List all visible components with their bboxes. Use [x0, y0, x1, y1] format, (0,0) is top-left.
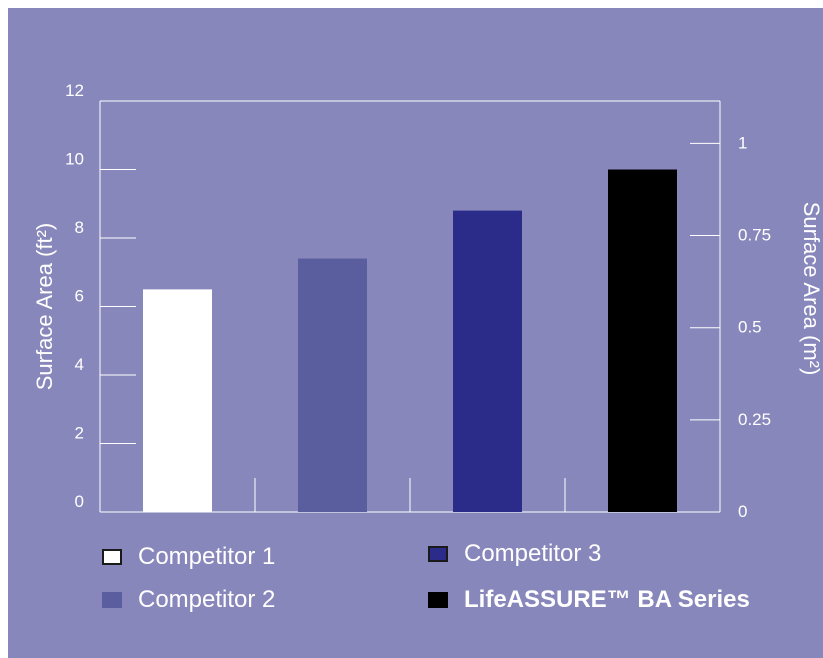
bar: [453, 210, 522, 512]
y-tick-label: 2: [75, 424, 84, 443]
legend-item-competitor-3: Competitor 3: [428, 540, 601, 568]
legend-swatch: [428, 546, 448, 562]
y-tick-label: 0: [75, 492, 84, 511]
legend-label: Competitor 3: [464, 540, 602, 567]
y2-tick-label: 0.5: [738, 318, 762, 337]
y-tick-label: 6: [75, 287, 84, 306]
y2-axis-title: Surface Area (m²): [799, 202, 823, 376]
y2-tick-label: 0: [738, 502, 747, 521]
y-tick-label: 8: [75, 218, 84, 237]
y-tick-label: 4: [75, 355, 84, 374]
y2-tick-label: 1: [738, 133, 747, 152]
y2-tick-label: 0.75: [738, 226, 771, 245]
legend-label: LifeASSURE™ BA Series: [464, 586, 750, 613]
legend-item-competitor-2: Competitor 2: [102, 586, 275, 614]
bar: [143, 289, 212, 512]
legend-item-competitor-1: Competitor 1: [102, 543, 275, 571]
legend-item-lifeassure: LifeASSURE™ BA Series: [428, 586, 750, 614]
legend-swatch: [102, 549, 122, 565]
legend-swatch: [102, 592, 122, 608]
y-tick-label: 12: [65, 81, 84, 100]
legend-label: Competitor 1: [138, 543, 276, 570]
y2-tick-label: 0.25: [738, 410, 771, 429]
bar: [608, 169, 677, 512]
y-axis-title: Surface Area (ft²): [32, 223, 57, 391]
legend-label: Competitor 2: [138, 586, 276, 613]
y-tick-label: 10: [65, 150, 84, 169]
legend-swatch: [428, 592, 448, 608]
bar: [298, 258, 367, 512]
